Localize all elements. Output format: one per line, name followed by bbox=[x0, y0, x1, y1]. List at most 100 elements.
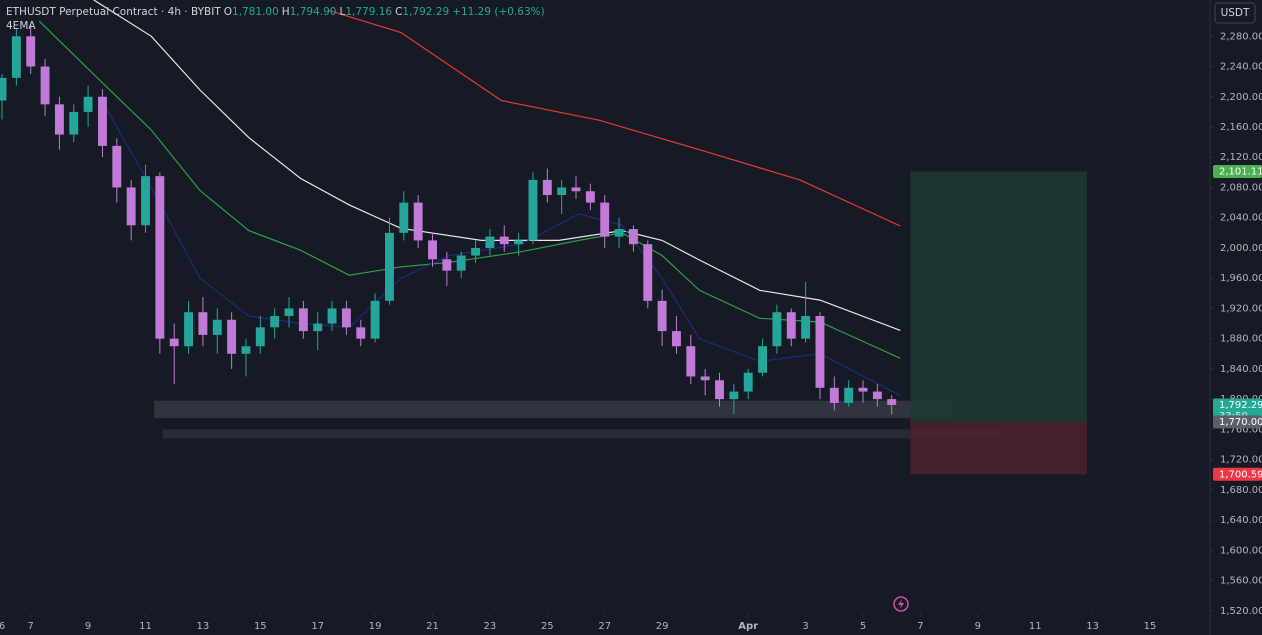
candle-body bbox=[83, 96, 93, 112]
currency: USDT bbox=[1221, 7, 1250, 19]
price-marker bbox=[1213, 165, 1262, 179]
x-tick-label: 7 bbox=[917, 621, 923, 632]
x-tick-label: 7 bbox=[28, 621, 34, 632]
candle-body bbox=[385, 232, 394, 301]
ohlc-key: C bbox=[395, 6, 402, 18]
y-tick-label: 1,880.00 bbox=[1220, 334, 1262, 345]
candle-body bbox=[686, 346, 696, 377]
y-tick-label: 1,840.00 bbox=[1220, 364, 1262, 375]
x-tick-label: 6 bbox=[0, 621, 5, 632]
candle-body bbox=[528, 179, 538, 241]
x-tick-label: 19 bbox=[369, 621, 382, 632]
x-tick-label: 23 bbox=[484, 621, 497, 632]
ema-line bbox=[93, 0, 901, 331]
candle-body bbox=[456, 255, 466, 271]
candle-body bbox=[600, 202, 610, 237]
candle-body bbox=[485, 236, 495, 248]
candle-body bbox=[184, 312, 194, 347]
candle-body bbox=[169, 338, 179, 347]
candle-body bbox=[198, 312, 208, 335]
ema-line bbox=[329, 10, 901, 227]
candle-body bbox=[313, 323, 323, 332]
x-tick-label: 5 bbox=[860, 621, 866, 632]
x-tick-label: 13 bbox=[1086, 621, 1099, 632]
candle-body bbox=[69, 111, 79, 135]
ohlc-value: 1,794.90 bbox=[290, 6, 337, 18]
candle-body bbox=[585, 191, 595, 203]
price-marker bbox=[1213, 467, 1262, 481]
candle-body bbox=[54, 104, 64, 135]
candle-body bbox=[26, 36, 36, 67]
candle-body bbox=[614, 229, 624, 237]
y-tick-label: 1,960.00 bbox=[1220, 273, 1262, 284]
candle-body bbox=[743, 372, 753, 392]
candle-body bbox=[98, 96, 107, 146]
x-tick-label: 15 bbox=[1144, 621, 1157, 632]
ohlc-key: L bbox=[339, 6, 345, 18]
y-tick-label: 2,120.00 bbox=[1220, 152, 1262, 163]
candle-body bbox=[499, 236, 509, 245]
x-tick-label: 27 bbox=[598, 621, 611, 632]
candle-body bbox=[657, 300, 667, 332]
candle-body bbox=[815, 315, 825, 388]
candle-body bbox=[11, 36, 21, 78]
y-tick-label: 1,720.00 bbox=[1220, 455, 1262, 466]
candle-body bbox=[729, 391, 739, 400]
change: +11.29 (+0.63%) bbox=[452, 6, 545, 18]
candle-body bbox=[428, 240, 437, 260]
candle-body bbox=[284, 308, 294, 316]
y-tick-label: 2,160.00 bbox=[1220, 122, 1262, 133]
candle-body bbox=[858, 387, 868, 392]
candle-body bbox=[542, 179, 552, 196]
alert-icon[interactable] bbox=[893, 596, 909, 612]
candle-body bbox=[628, 229, 638, 245]
price-marker-label: 1,792.29 bbox=[1219, 400, 1262, 411]
candle-body bbox=[241, 346, 251, 354]
candle-body bbox=[270, 315, 280, 328]
price-marker bbox=[1213, 415, 1262, 429]
target-zone bbox=[910, 171, 1087, 422]
candle-body bbox=[112, 145, 122, 188]
candle-body bbox=[40, 66, 50, 105]
y-tick-label: 2,040.00 bbox=[1220, 213, 1262, 224]
price-marker-label: 2,101.11 bbox=[1219, 167, 1262, 178]
symbol: ETHUSDT Perpetual Contract · 4h · BYBIT bbox=[6, 6, 221, 18]
candle-body bbox=[571, 187, 581, 192]
candle-body bbox=[227, 319, 237, 354]
currency-box[interactable] bbox=[1214, 2, 1256, 24]
y-tick-label: 1,760.00 bbox=[1220, 424, 1262, 435]
ohlc-key: H bbox=[282, 6, 290, 18]
x-tick-label: 21 bbox=[426, 621, 439, 632]
candle-body bbox=[255, 327, 265, 347]
plot-area bbox=[0, 0, 1087, 475]
ohlc-value: 1,779.16 bbox=[345, 6, 392, 18]
y-tick-label: 1,560.00 bbox=[1220, 576, 1262, 587]
candle-body bbox=[801, 315, 811, 339]
candle-body bbox=[758, 346, 768, 373]
x-tick-label: 13 bbox=[197, 621, 210, 632]
y-tick-label: 1,920.00 bbox=[1220, 303, 1262, 314]
y-tick-label: 2,280.00 bbox=[1220, 31, 1262, 42]
candle-body bbox=[399, 202, 409, 233]
x-tick-label: 3 bbox=[802, 621, 808, 632]
ohlc-value: 1,781.00 bbox=[232, 6, 279, 18]
zone bbox=[162, 429, 1001, 439]
candle-body bbox=[672, 331, 681, 347]
zone bbox=[154, 400, 952, 419]
candle-body bbox=[829, 387, 839, 403]
candle-body bbox=[141, 176, 150, 226]
y-tick-label: 1,600.00 bbox=[1220, 545, 1262, 556]
price-marker-label: 1,700.59 bbox=[1219, 469, 1262, 480]
candle-body bbox=[557, 187, 567, 196]
price-marker-label: 1,770.00 bbox=[1219, 417, 1262, 428]
ohlc-key: O bbox=[224, 6, 232, 18]
y-tick-label: 2,080.00 bbox=[1220, 182, 1262, 193]
candle-body bbox=[370, 300, 380, 339]
candle-body bbox=[844, 387, 854, 403]
x-tick-label: 9 bbox=[975, 621, 981, 632]
candle-body bbox=[155, 176, 165, 339]
indicator: 4EMA bbox=[6, 20, 36, 32]
candle-body bbox=[212, 319, 222, 335]
candle-body bbox=[887, 399, 897, 405]
candle-body bbox=[471, 247, 481, 256]
